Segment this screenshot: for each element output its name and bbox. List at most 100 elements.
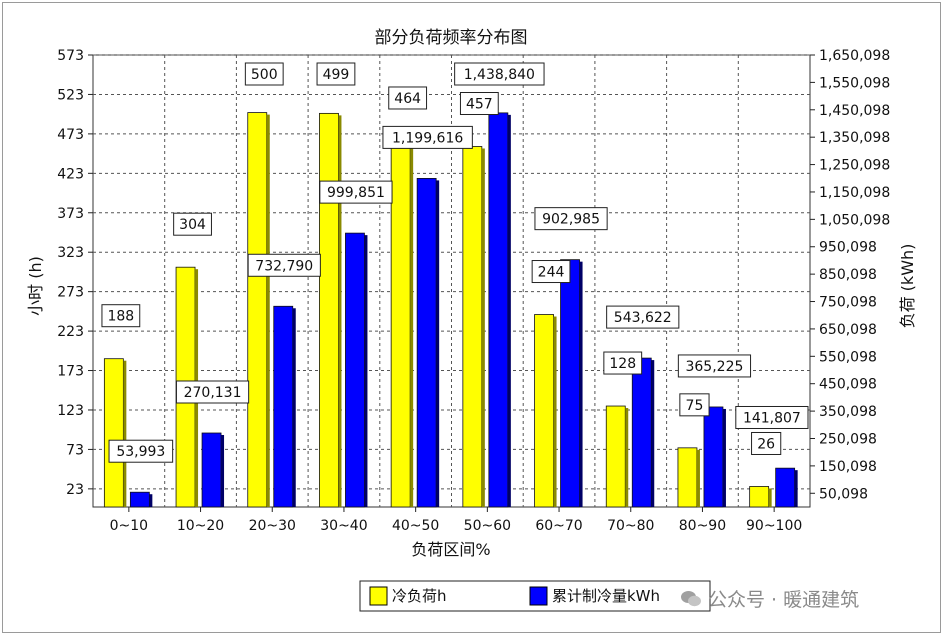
data-label-text: 270,131 [184, 385, 242, 401]
bar-cooling-hours [103, 358, 124, 508]
y-right-tick-label: 1,450,098 [819, 103, 890, 119]
y-left-tick-label: 173 [57, 364, 84, 380]
y-left-tick-label: 523 [57, 87, 84, 103]
legend-swatch-yellow [369, 586, 388, 606]
y-right-tick-label: 550,098 [819, 349, 877, 365]
chart-title: 部分负荷频率分布图 [375, 28, 528, 48]
data-label-box [603, 351, 643, 375]
data-label-text: 499 [323, 67, 350, 83]
ticks-layer: 23 73 123 173 223 273 323 373 423 473 523 573 50,098… [57, 48, 890, 534]
data-label-text: 457 [466, 97, 493, 113]
data-label-text: 1,199,616 [392, 130, 463, 146]
data-label-box [677, 354, 752, 378]
data-label-text: 244 [538, 265, 565, 281]
y-right-tick-label: 150,098 [819, 459, 877, 475]
y-left-tick-label: 73 [66, 442, 84, 458]
data-label-box [454, 62, 545, 86]
data-label-box [175, 380, 250, 404]
bar-cooling-hours-depth [768, 488, 772, 507]
watermark-text: 公众号 · 暖通建筑 [708, 589, 860, 611]
bar-cumulative-cooling-depth [507, 114, 511, 507]
x-category-label: 20~30 [249, 518, 296, 534]
data-labels-layer: 188 53,993 304 270,131 500 732,790 499 999,851 4… [101, 62, 809, 463]
bar-cumulative-cooling-depth [292, 308, 296, 507]
data-label-box [388, 86, 428, 110]
bar-cooling-hours [605, 405, 626, 508]
data-label: 1,199,616 [382, 125, 473, 149]
x-axis-title: 负荷区间% [411, 540, 490, 559]
bar-cooling-hours-depth [410, 142, 414, 507]
bar-cumulative-cooling [416, 177, 437, 508]
bar-cumulative-cooling-depth [794, 470, 798, 507]
y-left-tick-label: 373 [57, 206, 84, 222]
y-right-tick-label: 1,550,098 [819, 75, 890, 91]
x-category-label: 50~60 [464, 518, 511, 534]
y-left-tick-label: 473 [57, 127, 84, 143]
data-label: 75 [679, 393, 710, 417]
data-label: 141,807 [735, 405, 809, 429]
y-right-tick-label: 450,098 [819, 377, 877, 393]
bar-cumulative-cooling [345, 232, 365, 508]
bar-cooling-hours [749, 486, 770, 508]
y-left-tick-label: 23 [66, 482, 84, 498]
data-label: 53,993 [108, 439, 174, 463]
x-category-label: 90~100 [746, 518, 802, 534]
data-label-text: 999,851 [327, 185, 385, 201]
bar-cumulative-cooling [775, 467, 796, 508]
bar-cumulative-cooling-depth [436, 180, 440, 507]
bar-cooling-hours [462, 146, 483, 508]
data-label: 188 [101, 304, 141, 328]
y-left-tick-label: 223 [57, 324, 84, 340]
bar-cooling-hours-depth [553, 316, 557, 507]
bar-cooling-hours-depth [696, 449, 700, 507]
legend-label-cumulative-cooling: 累计制冷量kWh [552, 587, 660, 605]
bar-cumulative-cooling-depth [221, 435, 225, 507]
x-category-label: 30~40 [320, 518, 367, 534]
bar-cooling-hours [247, 112, 268, 508]
bar-cumulative-cooling [631, 357, 652, 508]
data-label-text: 500 [251, 67, 278, 83]
data-label: 499 [316, 62, 356, 86]
data-label-text: 188 [107, 309, 134, 325]
data-label-text: 543,622 [614, 310, 672, 326]
y-axis-left-title: 小时 (h) [26, 256, 45, 316]
data-label-text: 128 [609, 356, 636, 372]
data-label: 304 [173, 212, 212, 236]
y-left-tick-label: 123 [57, 403, 84, 419]
data-label-text: 304 [179, 217, 206, 233]
bar-cumulative-cooling [488, 112, 509, 508]
data-label: 500 [244, 62, 284, 86]
data-label-box [316, 62, 356, 86]
y-right-tick-label: 1,350,098 [819, 130, 890, 146]
data-label: 244 [531, 260, 571, 284]
y-axis-right-title: 负荷 (kWh) [898, 244, 917, 329]
bar-cooling-hours [534, 314, 554, 508]
y-right-tick-label: 1,050,098 [819, 212, 890, 228]
x-category-label: 60~70 [535, 518, 582, 534]
data-label: 270,131 [175, 380, 250, 404]
bar-cooling-hours [677, 447, 698, 508]
data-label-box [679, 393, 710, 417]
y-right-tick-label: 1,650,098 [819, 48, 890, 64]
y-left-tick-label: 273 [57, 285, 84, 301]
wechat-icon [681, 591, 701, 607]
data-label-box [531, 260, 571, 284]
y-left-tick-label: 573 [57, 48, 84, 64]
legend-label-cooling-hours: 冷负荷h [392, 587, 447, 605]
data-label: 732,790 [247, 253, 321, 277]
data-label: 26 [751, 431, 782, 455]
data-label-box [534, 207, 608, 231]
legend: 冷负荷h 累计制冷量kWh [359, 580, 711, 612]
data-label-text: 365,225 [685, 359, 743, 375]
y-right-tick-label: 50,098 [819, 486, 868, 502]
bar-cooling-hours-depth [123, 360, 127, 507]
bar-cumulative-cooling [129, 491, 150, 508]
bar-cumulative-cooling-depth [364, 235, 368, 508]
data-label: 457 [459, 92, 499, 116]
data-label-text: 1,438,840 [464, 67, 535, 83]
y-right-tick-label: 350,098 [819, 404, 877, 420]
y-right-tick-label: 850,098 [819, 267, 877, 283]
chart-frame: 23 73 123 173 223 273 323 373 423 473 523 573 50,098… [2, 2, 941, 633]
data-label-box [735, 405, 809, 429]
data-label-box [247, 253, 321, 277]
